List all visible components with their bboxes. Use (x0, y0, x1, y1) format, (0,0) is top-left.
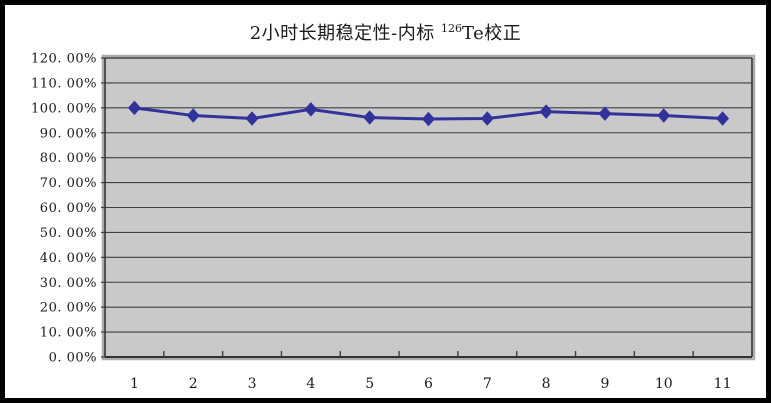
x-axis-label: 9 (600, 376, 609, 392)
x-axis-label: 1 (130, 376, 139, 392)
y-axis-label: 80. 00% (40, 151, 97, 166)
data-point-marker (186, 108, 200, 123)
x-axis-label: 4 (306, 376, 315, 392)
y-axis-label: 90. 00% (40, 126, 97, 141)
y-axis-label: 20. 00% (40, 301, 97, 316)
y-axis-label: 10. 00% (40, 326, 97, 341)
x-axis-label: 10 (655, 376, 673, 392)
x-axis-label: 11 (714, 376, 732, 392)
data-point-marker (480, 111, 494, 126)
data-point-marker (304, 102, 318, 117)
x-axis-label: 3 (248, 376, 257, 392)
x-axis-label: 2 (189, 376, 198, 392)
y-axis-label: 50. 00% (40, 226, 97, 241)
data-point-marker (657, 108, 671, 123)
data-point-marker (539, 104, 553, 119)
chart-title-element: Te校正 (462, 23, 522, 44)
y-axis-label: 60. 00% (40, 201, 97, 216)
chart-title-isotope-superscript: 126 (441, 22, 462, 35)
y-axis-label: 120. 00% (31, 52, 97, 67)
data-point-marker (127, 100, 141, 116)
chart-title: 2小时长期稳定性-内标 126Te校正 (5, 19, 766, 45)
x-axis-label: 8 (542, 376, 551, 392)
y-axis-label: 110. 00% (31, 76, 97, 91)
data-point-marker (716, 111, 730, 126)
y-axis-label: 100. 00% (31, 101, 97, 116)
data-point-marker (598, 106, 612, 121)
x-axis-label: 7 (483, 376, 492, 392)
data-point-marker (422, 111, 435, 127)
chart-title-text: 2小时长期稳定性-内标 (249, 23, 441, 44)
y-axis-label: 40. 00% (40, 251, 97, 266)
data-point-marker (245, 111, 259, 126)
y-axis-label: 0. 00% (49, 351, 97, 366)
plot-area: 0. 00% 10. 00% 20. 00% 30. 00% 40. 00% 50. 00… (31, 52, 756, 392)
data-point-marker (363, 110, 377, 125)
y-axis-label: 30. 00% (40, 276, 97, 291)
x-axis-label: 6 (424, 376, 433, 392)
x-axis-label: 5 (365, 376, 374, 392)
y-axis-label: 70. 00% (40, 176, 97, 191)
